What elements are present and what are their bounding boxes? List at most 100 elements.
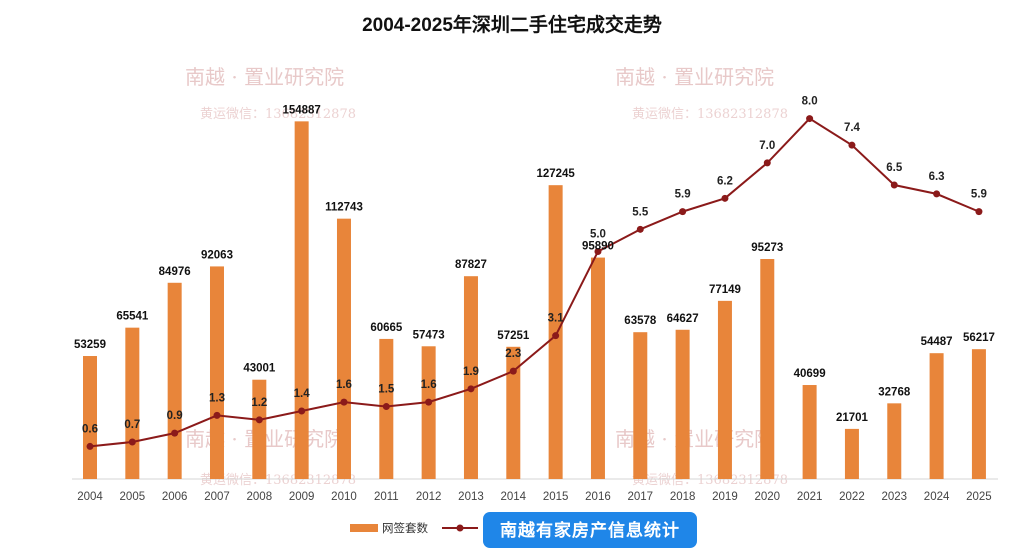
x-tick-label: 2005 bbox=[120, 491, 146, 503]
x-tick-label: 2004 bbox=[77, 491, 103, 503]
line-point bbox=[171, 429, 179, 437]
x-tick-label: 2022 bbox=[839, 491, 865, 503]
line-data-label: 1.2 bbox=[251, 397, 267, 409]
bar bbox=[717, 300, 732, 479]
line-point bbox=[721, 194, 729, 202]
line-point bbox=[425, 398, 433, 406]
line-point bbox=[382, 403, 390, 411]
bar bbox=[887, 403, 902, 479]
bar bbox=[209, 266, 224, 479]
bar bbox=[336, 218, 351, 479]
line-data-label: 1.6 bbox=[336, 379, 352, 391]
line-data-label: 2.3 bbox=[505, 348, 521, 360]
line-data-label: 0.9 bbox=[167, 410, 183, 422]
line-point bbox=[848, 141, 856, 149]
legend-bar-label: 网签套数 bbox=[382, 521, 428, 535]
bar-data-label: 53259 bbox=[74, 339, 106, 351]
x-tick-label: 2011 bbox=[374, 491, 399, 503]
watermark-contact: 黄运微信：13682312878 bbox=[200, 473, 356, 488]
x-tick-label: 2024 bbox=[924, 491, 950, 503]
line-point bbox=[128, 438, 136, 446]
bar-data-label: 154887 bbox=[282, 104, 320, 116]
x-tick-label: 2015 bbox=[543, 491, 569, 503]
line-point bbox=[933, 190, 941, 198]
x-tick-layer: 2004 2005 2006 2007 2008 2009 2010 2011 2012 2013… bbox=[77, 491, 992, 503]
line-data-label: 1.4 bbox=[294, 388, 311, 400]
x-tick-label: 2021 bbox=[797, 491, 823, 503]
line-data-label: 5.9 bbox=[971, 189, 987, 201]
watermark-contact: 黄运微信：13682312878 bbox=[632, 107, 788, 122]
line-data-label: 8.0 bbox=[802, 96, 818, 108]
bar-data-label: 43001 bbox=[243, 363, 276, 375]
line-data-label: 1.3 bbox=[209, 392, 225, 404]
line-point bbox=[636, 225, 644, 233]
x-tick-label: 2025 bbox=[966, 491, 992, 503]
bar bbox=[971, 349, 986, 479]
line-point bbox=[975, 208, 983, 216]
bar bbox=[675, 329, 690, 479]
line-data-label: 1.5 bbox=[378, 384, 395, 396]
bar bbox=[463, 276, 478, 479]
legend-bar-swatch bbox=[350, 524, 378, 532]
bar-data-label: 87827 bbox=[455, 259, 487, 271]
bar bbox=[294, 121, 309, 479]
bar bbox=[590, 257, 605, 479]
line-point bbox=[298, 407, 306, 415]
bar bbox=[83, 356, 97, 479]
bar-data-label: 32768 bbox=[878, 386, 911, 398]
source-badge-bg bbox=[483, 512, 697, 548]
bar-data-label: 65541 bbox=[116, 311, 149, 323]
x-tick-label: 2008 bbox=[247, 491, 273, 503]
bar-data-label: 60665 bbox=[370, 322, 403, 334]
line-point bbox=[806, 115, 814, 123]
x-tick-label: 2017 bbox=[627, 491, 653, 503]
bar bbox=[633, 332, 648, 479]
line-point bbox=[213, 411, 221, 419]
bar bbox=[506, 346, 521, 479]
x-tick-label: 2018 bbox=[670, 491, 696, 503]
line-data-label: 6.2 bbox=[717, 175, 733, 187]
x-tick-label: 2013 bbox=[458, 491, 484, 503]
x-tick-label: 2007 bbox=[204, 491, 230, 503]
bar bbox=[252, 379, 267, 479]
line-point bbox=[679, 208, 687, 216]
line-data-label: 5.9 bbox=[675, 189, 691, 201]
bar bbox=[421, 346, 436, 479]
x-tick-label: 2016 bbox=[585, 491, 611, 503]
watermark-layer: 南越 · 置业研究院 黄运微信：13682312878 南越 · 置业研究院 黄… bbox=[185, 65, 788, 488]
bar-data-label: 95273 bbox=[751, 242, 783, 254]
bar-data-label: 57251 bbox=[497, 330, 530, 342]
bar-data-label: 77149 bbox=[709, 284, 741, 296]
line-point bbox=[509, 367, 517, 375]
line-point bbox=[340, 398, 348, 406]
line-data-label: 5.5 bbox=[632, 206, 649, 218]
x-tick-label: 2012 bbox=[416, 491, 442, 503]
bar bbox=[929, 353, 944, 479]
line-point bbox=[552, 332, 560, 340]
line-data-label: 1.9 bbox=[463, 366, 479, 378]
line-point bbox=[255, 416, 263, 424]
bar-data-label: 112743 bbox=[325, 202, 363, 214]
bar bbox=[548, 185, 563, 479]
bar-data-label: 56217 bbox=[963, 332, 995, 344]
line-label-layer: 0.6 0.7 0.9 1.3 1.2 1.4 1.6 1.5 1.6 1.9 2.3 3.1 5.0 5… bbox=[82, 96, 987, 436]
line-data-label: 0.7 bbox=[124, 419, 140, 431]
x-tick-label: 2010 bbox=[331, 491, 357, 503]
x-tick-label: 2009 bbox=[289, 491, 315, 503]
line-data-label: 5.0 bbox=[590, 228, 606, 240]
line-data-label: 7.0 bbox=[759, 140, 775, 152]
source-badge: 南越有家房产信息统计 bbox=[483, 512, 697, 548]
bar-data-label: 54487 bbox=[921, 336, 953, 348]
line-path bbox=[89, 117, 980, 448]
bar bbox=[760, 259, 775, 479]
bar-data-label: 63578 bbox=[624, 315, 657, 327]
source-badge-text: 南越有家房产信息统计 bbox=[500, 520, 680, 540]
line-series bbox=[86, 115, 983, 450]
bar-data-label: 92063 bbox=[201, 249, 233, 261]
bar bbox=[125, 327, 140, 479]
bar-data-label: 127245 bbox=[536, 168, 575, 180]
line-data-label: 0.6 bbox=[82, 423, 98, 435]
legend: 网签套数 bbox=[350, 521, 478, 535]
